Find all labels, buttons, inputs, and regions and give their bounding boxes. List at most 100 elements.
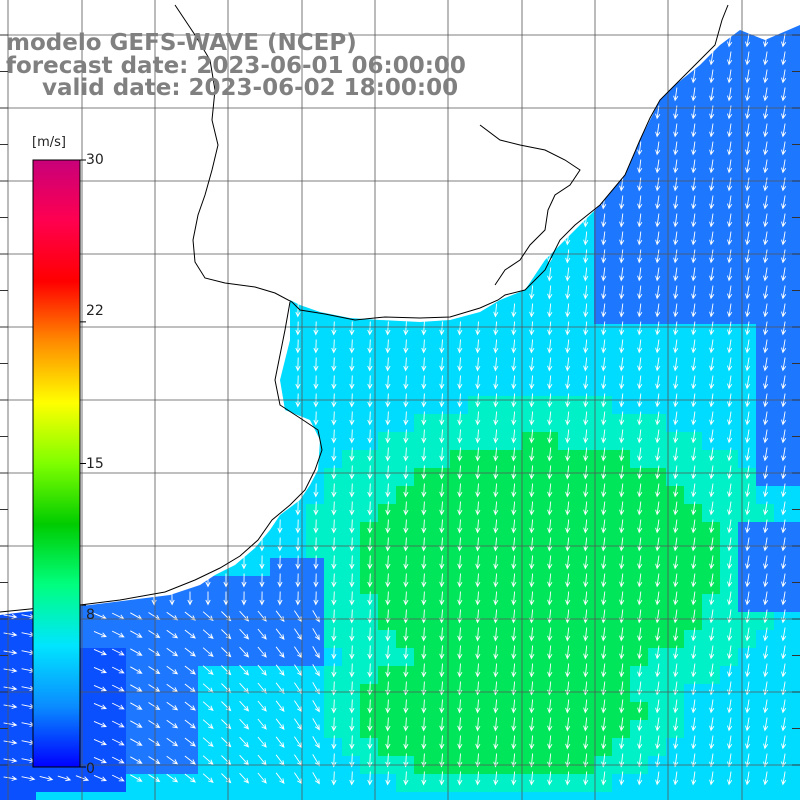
wind-arrow <box>709 483 715 498</box>
wind-arrow <box>239 718 250 730</box>
wind-arrow <box>3 667 18 673</box>
wind-arrow <box>565 357 571 372</box>
wind-arrow <box>673 123 679 138</box>
wind-arrow <box>529 501 535 516</box>
wind-arrow <box>745 591 751 606</box>
wind-arrow <box>511 303 517 318</box>
wind-arrow <box>655 591 661 606</box>
wind-arrow <box>511 375 517 390</box>
wind-arrow <box>691 123 697 138</box>
wind-arrow <box>781 33 787 48</box>
wind-arrow <box>257 736 267 748</box>
wind-arrow <box>655 627 661 642</box>
wind-arrow <box>619 267 625 282</box>
field-cell <box>0 648 19 667</box>
wind-arrow <box>763 663 769 678</box>
wind-arrow <box>601 267 607 282</box>
wind-arrow <box>763 141 769 156</box>
wind-arrow <box>349 753 355 768</box>
wind-arrow <box>691 267 697 282</box>
field-cell <box>216 792 235 800</box>
wind-arrow <box>259 591 265 606</box>
field-cell <box>666 792 685 800</box>
wind-arrow <box>619 375 625 390</box>
wind-arrow <box>439 537 445 552</box>
wind-arrow <box>781 339 787 354</box>
field-cell <box>792 540 800 559</box>
wind-arrow <box>655 249 661 264</box>
field-cell <box>252 720 271 739</box>
wind-arrow <box>457 519 463 534</box>
wind-arrow <box>637 699 643 714</box>
wind-arrow <box>331 663 337 678</box>
wind-arrow <box>3 685 18 691</box>
wind-arrow <box>239 664 250 676</box>
wind-arrow <box>583 771 589 786</box>
wind-arrow <box>421 591 427 606</box>
wind-arrow <box>781 213 787 228</box>
wind-arrow <box>565 753 571 768</box>
wind-arrow <box>583 231 589 246</box>
wind-arrow <box>637 285 643 300</box>
wind-arrow <box>745 411 751 426</box>
wind-arrow <box>184 737 196 747</box>
wind-arrow <box>475 357 481 372</box>
wind-arrow <box>529 591 535 606</box>
wind-arrow <box>221 683 232 694</box>
field-cell <box>756 792 775 800</box>
wind-arrow <box>727 213 733 228</box>
wind-arrow <box>367 429 373 444</box>
wind-arrow <box>655 645 661 660</box>
wind-arrow <box>691 483 697 498</box>
wind-arrow <box>673 411 679 426</box>
wind-arrow <box>93 630 107 638</box>
wind-arrow <box>331 771 337 786</box>
wind-arrow <box>655 357 661 372</box>
wind-arrow <box>763 69 769 84</box>
field-cell <box>792 324 800 343</box>
wind-arrow <box>691 555 697 570</box>
wind-arrow <box>349 717 355 732</box>
wind-arrow <box>439 645 445 660</box>
wind-arrow <box>385 591 391 606</box>
wind-arrow <box>619 483 625 498</box>
wind-arrow <box>221 773 232 784</box>
field-cell <box>306 630 325 649</box>
field-cell <box>216 684 235 703</box>
wind-arrow <box>619 591 625 606</box>
wind-arrow <box>385 447 391 462</box>
wind-arrow <box>277 537 283 552</box>
field-cell <box>270 738 289 757</box>
wind-arrow <box>565 231 571 246</box>
field-cell <box>162 774 181 793</box>
wind-arrow <box>781 465 787 480</box>
field-cell <box>234 612 253 631</box>
wind-arrow <box>403 663 409 678</box>
wind-arrow <box>763 123 769 138</box>
wind-arrow <box>601 465 607 480</box>
wind-arrow <box>312 646 320 659</box>
field-cell <box>792 252 800 271</box>
wind-arrow <box>529 339 535 354</box>
wind-arrow <box>367 735 373 750</box>
wind-arrow <box>583 699 589 714</box>
field-cell <box>90 684 109 703</box>
field-cell <box>792 432 800 451</box>
wind-arrow <box>511 555 517 570</box>
wind-arrow <box>565 339 571 354</box>
wind-arrow <box>493 465 499 480</box>
field-cell <box>306 666 325 685</box>
wind-arrow <box>367 663 373 678</box>
wind-arrow <box>257 700 267 712</box>
wind-arrow <box>3 613 18 619</box>
wind-arrow <box>331 501 337 516</box>
field-cell <box>108 774 127 793</box>
wind-arrow <box>313 537 319 552</box>
wind-arrow <box>655 159 661 174</box>
wind-arrow <box>763 717 769 732</box>
field-cell <box>414 792 433 800</box>
wind-arrow <box>655 231 661 246</box>
wind-arrow <box>547 645 553 660</box>
wind-arrow <box>619 303 625 318</box>
field-cell <box>90 702 109 721</box>
